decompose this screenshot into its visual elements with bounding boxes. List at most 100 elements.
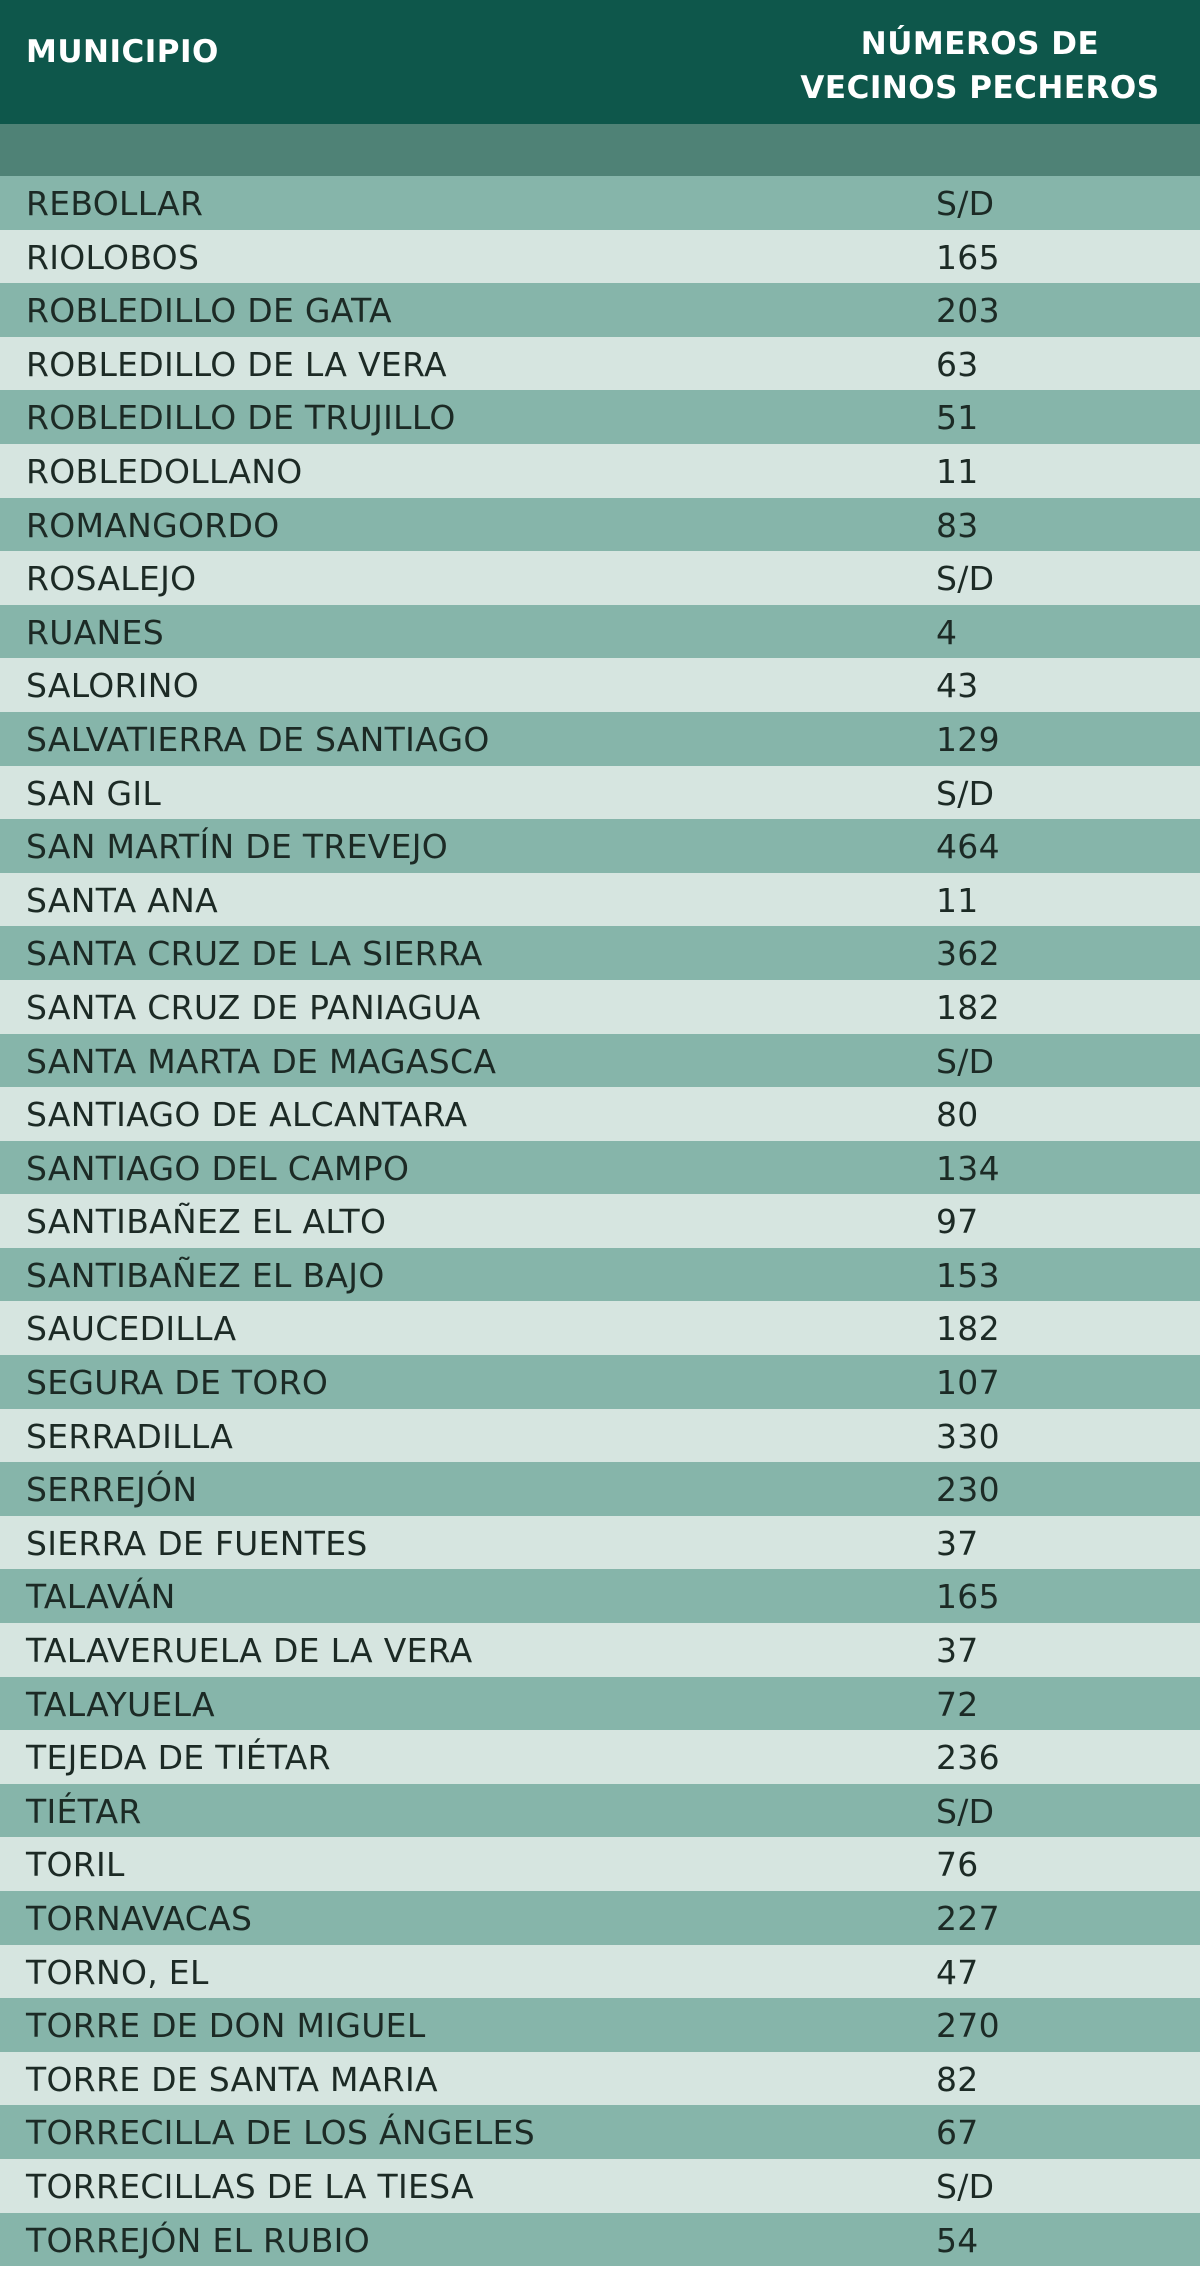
table-row: SANTIBAÑEZ EL BAJO 153	[0, 1247, 1200, 1302]
municipio-cell: SAN MARTÍN DE TREVEJO	[26, 827, 449, 867]
header-municipio: MUNICIPIO	[26, 34, 219, 70]
table-row: TEJEDA DE TIÉTAR 236	[0, 1730, 1200, 1784]
municipio-cell: SANTIAGO DEL CAMPO	[26, 1148, 410, 1188]
vecinos-pecheros-cell: 153	[936, 1255, 1000, 1295]
municipio-cell: TORRE DE DON MIGUEL	[26, 2006, 426, 2046]
table-row: SIERRA DE FUENTES 37	[0, 1515, 1200, 1570]
vecinos-pecheros-cell: 230	[936, 1470, 1000, 1510]
table-row: REBOLLAR S/D	[0, 176, 1200, 230]
municipio-cell: TORRE DE SANTA MARIA	[26, 2059, 438, 2099]
vecinos-pecheros-cell: 227	[936, 1899, 1000, 1938]
municipio-cell: REBOLLAR	[26, 184, 204, 223]
vecinos-pecheros-cell: 107	[936, 1363, 1000, 1403]
vecinos-pecheros-cell: 362	[936, 934, 1000, 974]
table-row: SANTA MARTA DE MAGASCA S/D	[0, 1033, 1200, 1088]
table-row: SANTIAGO DEL CAMPO 134	[0, 1140, 1200, 1195]
municipio-cell: SANTA CRUZ DE PANIAGUA	[26, 987, 481, 1027]
vecinos-pecheros-cell: 464	[936, 827, 1000, 867]
municipio-cell: ROBLEDILLO DE TRUJILLO	[26, 398, 456, 438]
municipio-cell: TORNAVACAS	[26, 1899, 253, 1938]
municipio-cell: TALAVÁN	[26, 1577, 176, 1617]
municipio-cell: SIERRA DE FUENTES	[26, 1523, 368, 1563]
table-row: SERRADILLA 330	[0, 1408, 1200, 1463]
municipio-cell: TALAYUELA	[26, 1684, 215, 1724]
municipio-cell: SERRADILLA	[26, 1416, 234, 1456]
vecinos-pecheros-cell: 47	[936, 1952, 979, 1992]
municipio-cell: TORIL	[26, 1845, 125, 1885]
vecinos-pecheros-cell: 182	[936, 987, 1000, 1027]
header-numeros-vecinos: NÚMEROS DE VECINOS PECHEROS	[790, 22, 1170, 110]
table-row: TORRE DE DON MIGUEL 270	[0, 1998, 1200, 2052]
header-numeros-line1: NÚMEROS DE	[860, 26, 1100, 62]
table-header: MUNICIPIO NÚMEROS DE VECINOS PECHEROS	[0, 0, 1200, 124]
municipio-cell: SERREJÓN	[26, 1470, 198, 1510]
table-row: ROMANGORDO 83	[0, 497, 1200, 552]
vecinos-pecheros-cell: S/D	[936, 184, 995, 223]
table-row: TORIL 76	[0, 1837, 1200, 1891]
table-row: ROBLEDILLO DE LA VERA 63	[0, 336, 1200, 391]
municipio-cell: SALVATIERRA DE SANTIAGO	[26, 719, 490, 759]
vecinos-pecheros-cell: 330	[936, 1416, 1000, 1456]
table-body: REBOLLAR S/D RIOLOBOS 165 ROBLEDILLO DE GATA…	[0, 176, 1200, 2267]
table-row: SEGURA DE TORO 107	[0, 1355, 1200, 1409]
table-row: TORRECILLAS DE LA TIESA S/D	[0, 2158, 1200, 2213]
table-row: ROBLEDILLO DE TRUJILLO 51	[0, 390, 1200, 444]
municipio-cell: SAN GIL	[26, 773, 162, 813]
municipio-cell: SEGURA DE TORO	[26, 1363, 329, 1403]
vecinos-pecheros-cell: 37	[936, 1631, 979, 1671]
municipio-cell: TORRECILLAS DE LA TIESA	[26, 2166, 474, 2206]
municipio-cell: SANTIAGO DE ALCANTARA	[26, 1095, 468, 1135]
municipio-cell: ROSALEJO	[26, 559, 197, 599]
vecinos-pecheros-cell: 63	[936, 344, 979, 384]
municipio-cell: TEJEDA DE TIÉTAR	[26, 1738, 331, 1778]
municipio-cell: SANTA MARTA DE MAGASCA	[26, 1041, 497, 1081]
table-row: TALAVERUELA DE LA VERA 37	[0, 1623, 1200, 1677]
municipio-cell: TORREJÓN EL RUBIO	[26, 2220, 370, 2260]
municipio-cell: TIÉTAR	[26, 1791, 142, 1831]
header-numeros-line2: VECINOS PECHEROS	[800, 70, 1160, 106]
vecinos-pecheros-cell: 182	[936, 1309, 1000, 1349]
municipio-cell: TALAVERUELA DE LA VERA	[26, 1631, 473, 1671]
table-row: SALORINO 43	[0, 658, 1200, 712]
municipio-cell: SANTA ANA	[26, 880, 219, 920]
table-row: SAN GIL S/D	[0, 765, 1200, 820]
table-row: TALAYUELA 72	[0, 1676, 1200, 1731]
vecinos-pecheros-cell: 11	[936, 880, 979, 920]
table-row: SAUCEDILLA 182	[0, 1301, 1200, 1356]
vecinos-pecheros-cell: 76	[936, 1845, 979, 1885]
municipio-cell: SANTIBAÑEZ EL ALTO	[26, 1202, 387, 1242]
table-row: ROSALEJO S/D	[0, 551, 1200, 605]
municipio-cell: ROBLEDILLO DE LA VERA	[26, 344, 447, 384]
table-row: TORRECILLA DE LOS ÁNGELES 67	[0, 2105, 1200, 2159]
vecinos-pecheros-cell: 67	[936, 2113, 979, 2153]
municipio-cell: TORRECILLA DE LOS ÁNGELES	[26, 2113, 535, 2153]
vecinos-pecheros-cell: 4	[936, 612, 958, 652]
vecinos-pecheros-cell: S/D	[936, 559, 995, 599]
municipio-cell: SALORINO	[26, 666, 200, 706]
municipio-cell: TORNO, EL	[26, 1952, 209, 1992]
municipio-cell: ROMANGORDO	[26, 505, 280, 545]
table-row: SANTA ANA 11	[0, 872, 1200, 927]
vecinos-pecheros-cell: 82	[936, 2059, 979, 2099]
vecinos-pecheros-cell: S/D	[936, 2166, 995, 2206]
vecinos-pecheros-cell: 11	[936, 451, 979, 491]
header-spacer-band	[0, 124, 1200, 176]
vecinos-pecheros-cell: 203	[936, 291, 1000, 331]
table-row: TORRE DE SANTA MARIA 82	[0, 2051, 1200, 2106]
table-row: TORNAVACAS 227	[0, 1891, 1200, 1945]
table-row: SALVATIERRA DE SANTIAGO 129	[0, 711, 1200, 766]
vecinos-pecheros-cell: 43	[936, 666, 979, 706]
vecinos-pecheros-cell: S/D	[936, 773, 995, 813]
vecinos-pecheros-cell: 236	[936, 1738, 1000, 1778]
vecinos-pecheros-cell: S/D	[936, 1791, 995, 1831]
table-row: SANTA CRUZ DE PANIAGUA 182	[0, 979, 1200, 1034]
table-row: ROBLEDOLLANO 11	[0, 443, 1200, 498]
table-row: SANTIBAÑEZ EL ALTO 97	[0, 1194, 1200, 1248]
municipio-cell: ROBLEDOLLANO	[26, 451, 303, 491]
vecinos-pecheros-cell: 165	[936, 1577, 1000, 1617]
vecinos-pecheros-cell: 134	[936, 1148, 1000, 1188]
table-row: TORREJÓN EL RUBIO 54	[0, 2212, 1200, 2267]
vecinos-pecheros-cell: 129	[936, 719, 1000, 759]
vecinos-pecheros-cell: 51	[936, 398, 979, 438]
vecinos-pecheros-cell: 80	[936, 1095, 979, 1135]
